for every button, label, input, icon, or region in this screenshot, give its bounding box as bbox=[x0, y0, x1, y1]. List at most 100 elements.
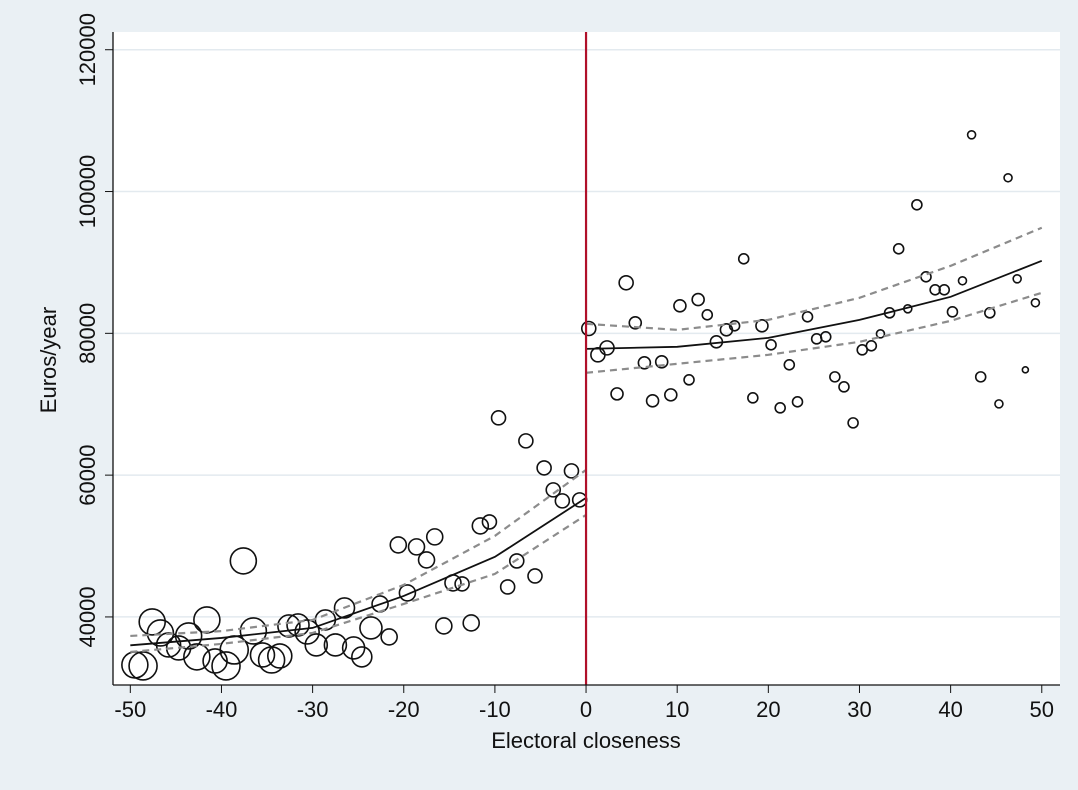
ci-line bbox=[585, 226, 1043, 331]
data-point bbox=[417, 551, 436, 569]
ci-line bbox=[585, 291, 1043, 374]
data-point bbox=[783, 359, 796, 371]
x-tick-label: -30 bbox=[297, 697, 329, 722]
data-point bbox=[911, 198, 923, 211]
x-tick-label: -20 bbox=[388, 697, 420, 722]
data-point bbox=[747, 392, 759, 404]
fit-line bbox=[586, 259, 1043, 350]
data-point bbox=[138, 608, 166, 636]
x-tick-label: 40 bbox=[938, 697, 962, 722]
data-point bbox=[929, 283, 941, 296]
data-point bbox=[351, 646, 373, 668]
data-point bbox=[389, 536, 408, 554]
data-point bbox=[499, 579, 516, 595]
data-point bbox=[202, 648, 228, 674]
data-point bbox=[286, 613, 310, 637]
x-tick-label: 0 bbox=[580, 697, 592, 722]
x-tick-label: 30 bbox=[847, 697, 871, 722]
data-point bbox=[490, 410, 507, 426]
data-point bbox=[229, 547, 258, 575]
data-point bbox=[323, 633, 348, 657]
data-point bbox=[554, 493, 571, 509]
data-point bbox=[875, 329, 886, 339]
data-point bbox=[637, 356, 652, 370]
data-point bbox=[610, 387, 624, 401]
data-point bbox=[146, 619, 175, 647]
data-point bbox=[545, 482, 562, 498]
data-point bbox=[1021, 366, 1030, 374]
data-point bbox=[508, 553, 525, 569]
data-point bbox=[847, 417, 859, 429]
data-point bbox=[580, 320, 597, 337]
data-point bbox=[701, 309, 714, 321]
data-point bbox=[966, 130, 977, 140]
fit-line bbox=[130, 497, 587, 647]
data-point bbox=[174, 622, 203, 650]
data-point bbox=[801, 311, 814, 323]
data-point bbox=[454, 576, 470, 592]
x-axis-title: Electoral closeness bbox=[491, 728, 681, 753]
data-point bbox=[211, 651, 241, 681]
data-point bbox=[791, 396, 804, 408]
data-point bbox=[333, 597, 356, 619]
data-point bbox=[536, 460, 552, 476]
data-point bbox=[462, 614, 481, 632]
data-point bbox=[518, 433, 534, 449]
data-point bbox=[765, 339, 777, 351]
data-point bbox=[645, 394, 660, 408]
data-point bbox=[737, 253, 750, 265]
data-point bbox=[829, 371, 841, 383]
y-tick-label: 40000 bbox=[75, 586, 100, 647]
data-point bbox=[563, 463, 580, 479]
x-tick-label: -10 bbox=[479, 697, 511, 722]
y-tick-label: 100000 bbox=[75, 155, 100, 228]
x-tick-label: -50 bbox=[114, 697, 146, 722]
data-point bbox=[938, 283, 951, 296]
data-point bbox=[407, 538, 426, 556]
data-point bbox=[774, 402, 786, 414]
data-point bbox=[249, 642, 276, 668]
data-point bbox=[618, 274, 634, 291]
data-point bbox=[239, 617, 268, 645]
data-point bbox=[294, 619, 320, 645]
data-point bbox=[673, 299, 687, 313]
data-point bbox=[957, 275, 968, 286]
data-point bbox=[865, 340, 878, 352]
x-tick-label: 50 bbox=[1030, 697, 1054, 722]
data-point bbox=[398, 584, 417, 602]
data-point bbox=[183, 643, 211, 671]
data-point bbox=[481, 514, 498, 530]
data-point bbox=[380, 628, 398, 646]
data-point bbox=[994, 399, 1004, 409]
data-point bbox=[359, 616, 383, 640]
data-point bbox=[728, 320, 741, 332]
data-point bbox=[277, 614, 301, 638]
data-point bbox=[471, 517, 490, 535]
data-point bbox=[527, 568, 543, 584]
data-point bbox=[1012, 274, 1022, 284]
data-point bbox=[755, 319, 769, 333]
x-tick-label: -40 bbox=[206, 697, 238, 722]
data-point bbox=[974, 371, 987, 383]
data-point bbox=[691, 292, 705, 307]
x-tick-label: 20 bbox=[756, 697, 780, 722]
data-point bbox=[683, 374, 695, 386]
ci-line bbox=[130, 468, 587, 638]
data-point bbox=[1030, 297, 1041, 308]
data-point bbox=[304, 633, 329, 657]
data-point bbox=[838, 381, 850, 393]
data-point bbox=[946, 306, 959, 318]
data-point bbox=[1003, 172, 1013, 183]
ci-line bbox=[130, 513, 587, 654]
data-point bbox=[628, 316, 643, 330]
y-tick-label: 80000 bbox=[75, 303, 100, 364]
y-axis-title: Euros/year bbox=[36, 307, 61, 413]
data-point bbox=[664, 388, 678, 402]
data-point bbox=[654, 355, 669, 369]
y-tick-label: 60000 bbox=[75, 445, 100, 506]
data-point bbox=[425, 528, 444, 546]
y-tick-label: 120000 bbox=[75, 13, 100, 86]
data-point bbox=[266, 643, 293, 669]
x-tick-label: 10 bbox=[665, 697, 689, 722]
